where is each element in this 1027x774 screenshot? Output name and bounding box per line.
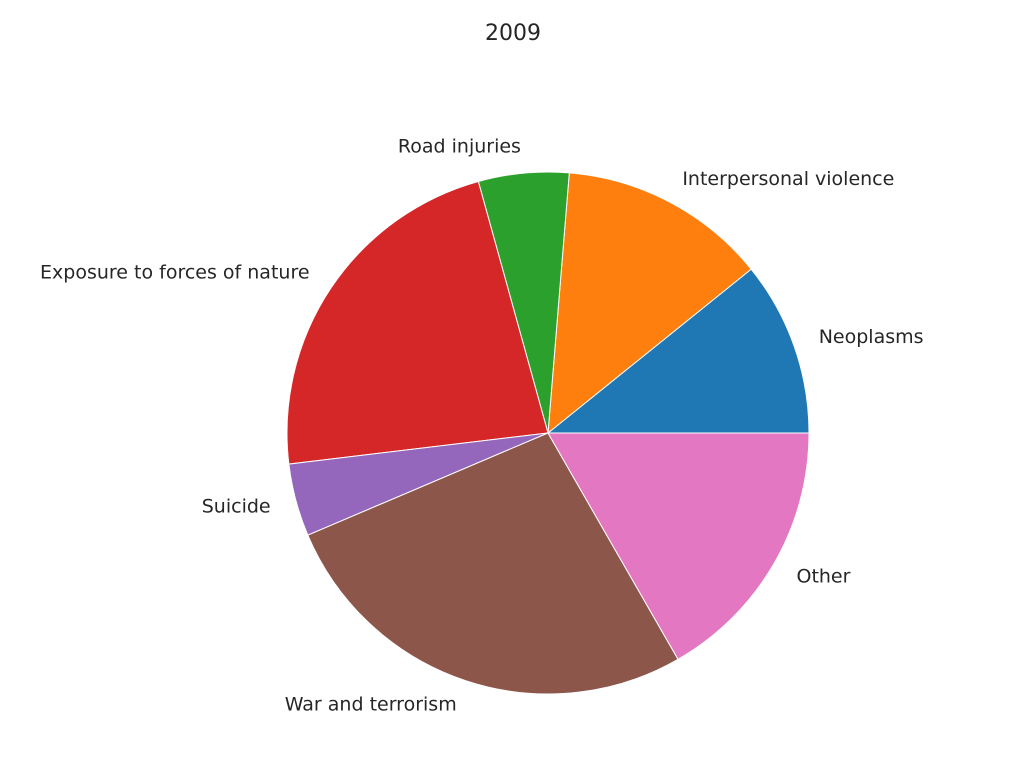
pie-label-war-and-terrorism: War and terrorism [285,694,457,716]
pie-slice-other [547,432,810,660]
pie-slice-neoplasms [546,268,810,434]
pie-label-neoplasms: Neoplasms [819,326,924,348]
pie-label-other: Other [796,565,850,587]
pie-slice-exposure-to-forces-of-nature [286,180,549,465]
pie-label-interpersonal-violence: Interpersonal violence [682,168,894,190]
pie-labels: Neoplasms Interpersonal violence Road inju… [40,136,924,716]
pie-slices [286,171,810,695]
pie-slice-interpersonal-violence [547,172,752,435]
pie-label-suicide: Suicide [202,496,271,518]
pie-label-road-injuries: Road injuries [398,136,521,158]
chart-title: 2009 [485,21,541,46]
pie-label-exposure-to-forces-of-nature: Exposure to forces of nature [40,262,310,284]
